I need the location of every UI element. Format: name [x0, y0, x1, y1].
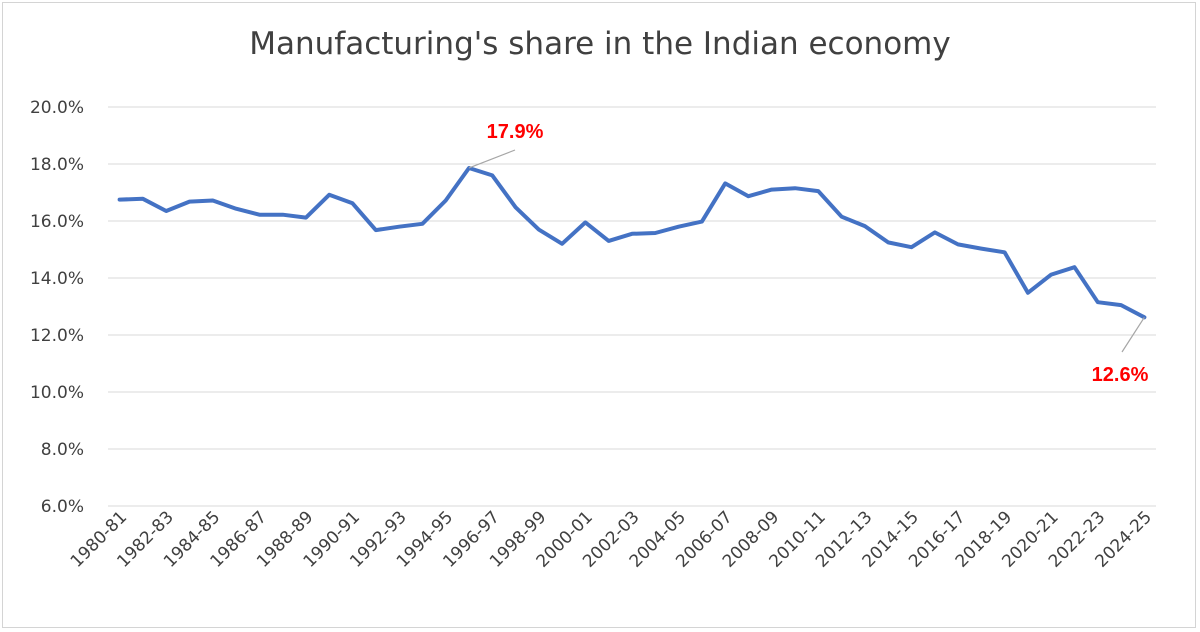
callouts: 17.9% 12.6% — [468, 121, 1149, 386]
y-tick-label: 18.0% — [30, 155, 84, 175]
series-layer — [117, 166, 1147, 320]
y-axis-ticks: 6.0% 8.0% 10.0% 12.0% 14.0% 16.0% 18.0% 20.0% — [30, 98, 84, 517]
y-tick-label: 16.0% — [30, 212, 84, 232]
y-tick-label: 12.0% — [30, 326, 84, 346]
chart-title: Manufacturing's share in the Indian econ… — [249, 26, 951, 62]
y-tick-label: 8.0% — [41, 440, 84, 460]
series-line — [117, 166, 1147, 320]
callout-leader-line — [468, 149, 516, 169]
callout-label: 12.6% — [1092, 364, 1149, 386]
callout-label: 17.9% — [487, 121, 544, 143]
gridlines — [108, 106, 1156, 507]
callout-leader-line — [1121, 317, 1145, 353]
y-tick-label: 10.0% — [30, 383, 84, 403]
y-tick-label: 20.0% — [30, 98, 84, 118]
y-tick-label: 14.0% — [30, 269, 84, 289]
y-tick-label: 6.0% — [41, 497, 84, 517]
x-axis-ticks: 1980-811982-831984-851986-871988-891990-… — [67, 507, 1156, 571]
